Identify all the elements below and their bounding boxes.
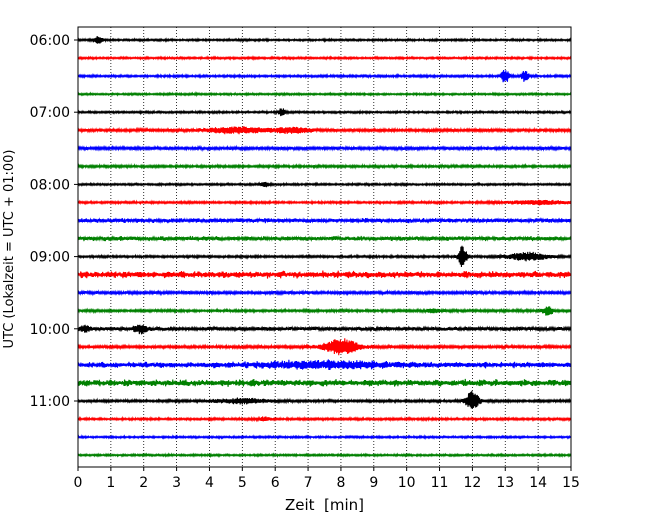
trace-0830	[77, 216, 572, 224]
trace-0645	[77, 91, 572, 98]
trace-0615	[77, 55, 572, 61]
x-tick-label: 12	[463, 475, 481, 491]
x-tick-label: 8	[336, 475, 345, 491]
traces	[77, 35, 572, 459]
y-tick-label: 06:00	[30, 33, 70, 49]
trace-0700	[77, 108, 572, 117]
trace-0800	[77, 181, 572, 188]
trace-0715	[77, 126, 572, 135]
x-tick-label: 0	[74, 475, 83, 491]
trace-1115	[77, 415, 572, 423]
y-tick-label: 08:00	[30, 177, 70, 193]
x-tick-label: 9	[369, 475, 378, 491]
x-tick-label: 4	[205, 475, 214, 491]
y-tick-label: 07:00	[30, 105, 70, 121]
trace-0845	[77, 234, 572, 243]
trace-1000	[77, 324, 572, 335]
x-tick-label: 13	[496, 475, 514, 491]
trace-0745	[77, 162, 572, 170]
x-tick-label: 15	[562, 475, 580, 491]
y-tick-label: 11:00	[30, 394, 70, 410]
trace-0930	[77, 289, 572, 297]
x-tick-label: 7	[304, 475, 313, 491]
plot-frame	[77, 26, 572, 468]
ticks: 0 1 2 3 4 5 6 7 8 9 10 11 12 13 14 1506:0007:0008:0009:…	[30, 33, 580, 491]
y-axis-label: UTC (Lokalzeit = UTC + 01:00)	[2, 150, 17, 349]
trace-0630	[77, 69, 572, 83]
x-tick-label: 14	[529, 475, 547, 491]
y-tick-label: 09:00	[30, 250, 70, 266]
trace-0815	[77, 199, 572, 206]
trace-0730	[77, 144, 572, 152]
trace-0600	[77, 35, 572, 44]
x-tick-label: 1	[106, 475, 115, 491]
x-axis-label: Zeit [min]	[285, 496, 364, 514]
x-tick-label: 2	[139, 475, 148, 491]
x-tick-label: 5	[238, 475, 247, 491]
y-tick-label: 10:00	[30, 322, 70, 338]
trace-1015	[77, 338, 572, 356]
trace-1130	[77, 434, 572, 441]
trace-1045	[77, 378, 572, 387]
x-tick-label: 3	[172, 475, 181, 491]
trace-0915	[77, 270, 572, 279]
x-tick-label: 11	[431, 475, 449, 491]
trace-1100	[77, 390, 572, 409]
x-tick-label: 6	[271, 475, 280, 491]
trace-0945	[77, 306, 572, 316]
trace-1145	[77, 452, 572, 459]
trace-0900	[77, 245, 572, 267]
x-tick-label: 10	[398, 475, 416, 491]
trace-1030	[77, 359, 572, 371]
